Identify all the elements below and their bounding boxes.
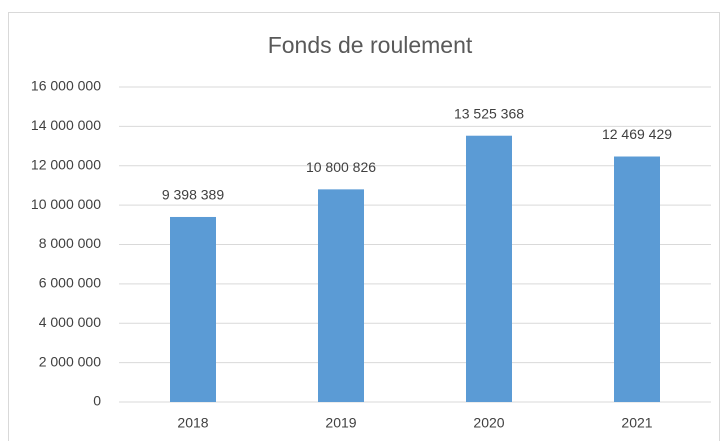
y-tick-label: 14 000 000 (31, 117, 101, 133)
data-label: 12 469 429 (602, 126, 672, 142)
y-tick-label: 8 000 000 (39, 235, 101, 251)
y-tick-label: 16 000 000 (31, 78, 101, 94)
y-tick-label: 0 (93, 393, 101, 409)
bar (466, 135, 512, 403)
chart-title: Fonds de roulement (268, 32, 473, 58)
bar (614, 156, 660, 402)
data-label: 10 800 826 (306, 159, 376, 175)
x-tick-label: 2019 (325, 415, 356, 431)
y-tick-label: 6 000 000 (39, 275, 101, 291)
x-tick-label: 2021 (621, 415, 652, 431)
x-tick-label: 2018 (177, 415, 208, 431)
bar (170, 216, 216, 402)
y-tick-label: 10 000 000 (31, 196, 101, 212)
data-label: 9 398 389 (162, 187, 224, 203)
y-tick-label: 2 000 000 (39, 353, 101, 369)
y-tick-label: 12 000 000 (31, 156, 101, 172)
bar (318, 189, 364, 402)
x-tick-label: 2020 (473, 415, 504, 431)
data-label: 13 525 368 (454, 105, 524, 121)
y-tick-label: 4 000 000 (39, 314, 101, 330)
